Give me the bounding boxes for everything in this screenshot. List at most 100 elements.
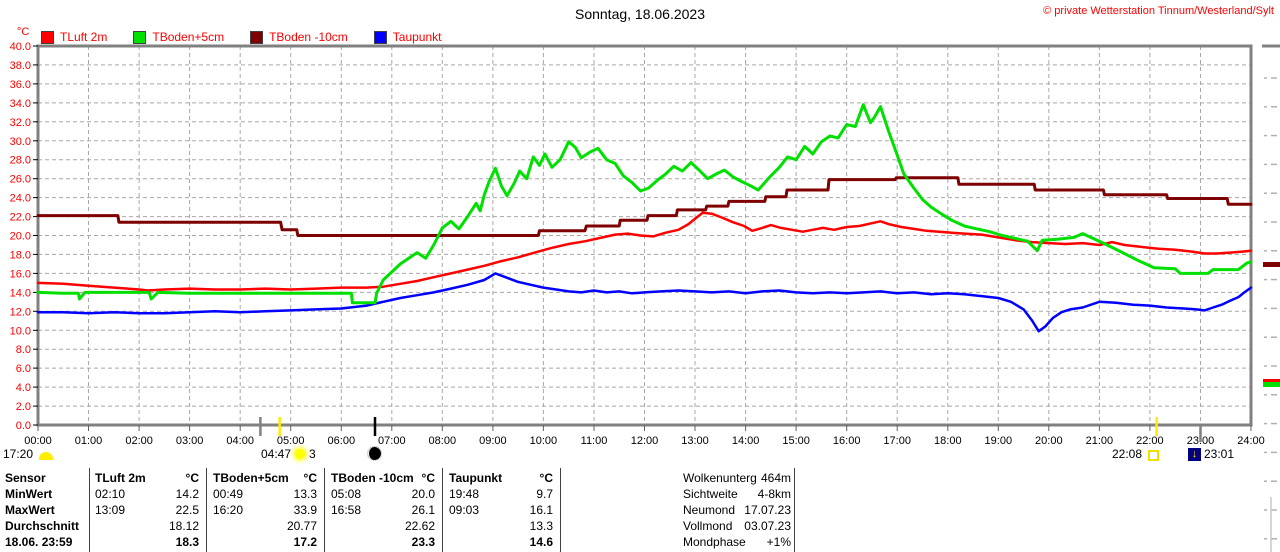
moon-arrow-icon [1188,447,1201,461]
svg-text:22.0: 22.0 [10,212,31,224]
sunrise-time: 04:47 [261,447,292,461]
svg-text:13:00: 13:00 [681,435,709,447]
table-row-label: Durchschnitt [5,519,80,533]
legend-item-3: Taupunkt [373,30,442,44]
legend-swatch-icon [41,30,54,44]
svg-text:08:00: 08:00 [429,435,457,447]
moonset-annotation: 17:20 [3,447,54,461]
table-col-header: TLuft 2m °C [95,471,199,485]
info-row: Mondphase +1% [683,535,791,549]
table-divider-4 [560,468,561,552]
svg-text:18:00: 18:00 [934,435,962,447]
info-row: Sichtweite 4-8km [683,487,791,501]
svg-text:21:00: 21:00 [1086,435,1114,447]
svg-text:16:00: 16:00 [833,435,861,447]
table-divider-2 [324,468,325,552]
svg-text:12.0: 12.0 [10,306,31,318]
table-divider-5 [794,468,795,552]
svg-text:18.0: 18.0 [10,249,31,261]
table-column-3: Taupunkt °C 19:48 9.7 09:03 16.1 13.3 14.6 [449,470,553,550]
table-row-label: Sensor [5,471,46,485]
legend-item-0: TLuft 2m [41,30,107,44]
table-min-row: 02:10 14.2 [95,487,199,501]
table-last-row: 18.3 [175,535,199,549]
table-column-0: TLuft 2m °C 02:10 14.2 13:09 22.5 18.12 18.3 [95,470,199,550]
svg-text:16.0: 16.0 [10,268,31,280]
svg-text:8.0: 8.0 [16,344,31,356]
legend-label: TLuft 2m [60,30,108,44]
evening-time-1: 22:08 [1112,447,1143,461]
table-avg-row: 13.3 [529,519,553,533]
info-row: Neumond 17.07.23 [683,503,791,517]
table-max-row: 13:09 22.5 [95,503,199,517]
table-col-header: TBoden -10cm °C [331,471,435,485]
svg-text:20:00: 20:00 [1035,435,1063,447]
table-avg-row: 20.77 [286,519,317,533]
svg-text:12:00: 12:00 [631,435,659,447]
svg-text:07:00: 07:00 [378,435,406,447]
table-last-row: 23.3 [411,535,435,549]
svg-text:2.0: 2.0 [16,401,31,413]
svg-text:24:00: 24:00 [1237,435,1265,447]
info-row: Vollmond 03.07.23 [683,519,791,533]
table-column-2: TBoden -10cm °C 05:08 20.0 16:58 26.1 22.62 23.… [331,470,435,550]
yellow-square-icon [1148,450,1160,461]
evening-annotation-2: 23:01 [1188,447,1234,461]
svg-text:22:00: 22:00 [1136,435,1164,447]
table-divider-1 [206,468,207,552]
table-last-row: 14.6 [529,535,553,549]
y-axis-unit-label: °C [17,26,30,38]
svg-text:11:00: 11:00 [581,435,608,447]
svg-text:01:00: 01:00 [75,435,103,447]
table-min-row: 19:48 9.7 [449,487,553,501]
svg-text:38.0: 38.0 [10,60,31,72]
svg-text:02:00: 02:00 [125,435,153,447]
legend-swatch-icon [373,30,387,44]
table-row-label: MaxWert [5,503,55,517]
svg-text:17:00: 17:00 [883,435,911,447]
table-max-row: 16:58 26.1 [331,503,435,517]
table-row-label: 18.06. 23:59 [5,535,73,549]
legend: TLuft 2m TBoden+5cm TBoden -10cm Taupunkt [41,30,467,44]
sun-icon [295,449,306,459]
table-max-row: 09:03 16.1 [449,503,553,517]
evening-time-2: 23:01 [1204,447,1235,461]
legend-label: Taupunkt [392,30,442,44]
legend-item-2: TBoden -10cm [250,30,348,44]
svg-text:6.0: 6.0 [16,363,31,375]
svg-text:4.0: 4.0 [16,382,31,394]
legend-swatch-icon [133,30,147,44]
sunrise-extra: 3 [309,447,316,461]
table-divider-0 [89,468,90,552]
table-max-row: 16:20 33.9 [213,503,317,517]
svg-text:06:00: 06:00 [328,435,356,447]
svg-text:19:00: 19:00 [985,435,1013,447]
new-moon-icon [367,446,382,461]
svg-text:32.0: 32.0 [10,117,31,129]
table-col-header: Taupunkt °C [449,471,553,485]
moon-dome-icon [39,452,54,460]
svg-text:36.0: 36.0 [10,79,31,91]
svg-text:20.0: 20.0 [10,231,31,243]
page-title: Sonntag, 18.06.2023 [574,6,705,22]
svg-text:34.0: 34.0 [10,98,31,110]
info-panel: Wolkenunterg 464m Sichtweite 4-8km Neumond 17… [683,470,791,550]
svg-text:26.0: 26.0 [10,174,31,186]
svg-text:09:00: 09:00 [479,435,507,447]
svg-text:14:00: 14:00 [732,435,760,447]
table-avg-row: 22.62 [404,519,435,533]
table-last-row: 17.2 [293,535,317,549]
table-min-row: 00:49 13.3 [213,487,317,501]
evening-annotation-1: 22:08 [1112,447,1160,461]
svg-text:40.0: 40.0 [10,41,31,53]
svg-text:15:00: 15:00 [782,435,810,447]
svg-text:05:00: 05:00 [277,435,305,447]
svg-text:14.0: 14.0 [10,287,31,299]
table-row-label: MinWert [5,487,53,501]
table-divider-3 [442,468,443,552]
table-col-header: TBoden+5cm °C [213,471,317,485]
table-avg-row: 18.12 [168,519,199,533]
svg-text:10.0: 10.0 [10,325,31,337]
